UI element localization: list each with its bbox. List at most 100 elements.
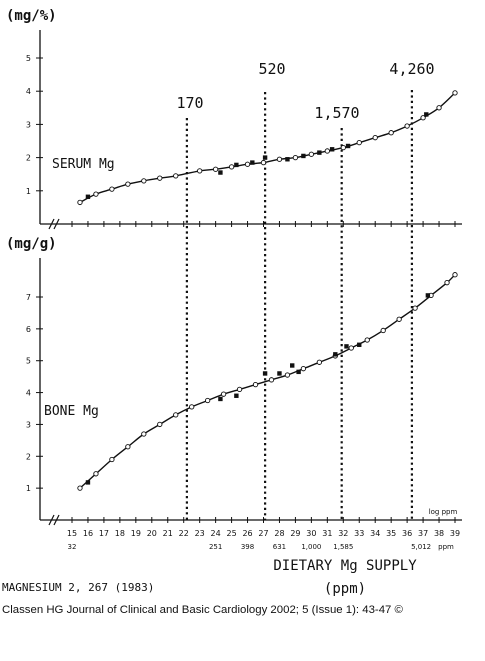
serum-filled-point <box>285 157 290 162</box>
serum-filled-point <box>345 143 351 149</box>
serum-open-point <box>276 156 283 162</box>
bone-filled-point <box>277 371 282 376</box>
serum-filled-point <box>250 160 255 165</box>
x-tick-label: 29 <box>290 529 300 538</box>
bone-open-point <box>268 377 275 383</box>
serum-open-point <box>340 144 346 151</box>
serum-open-point <box>404 123 410 129</box>
serum-open-point <box>228 164 235 170</box>
serum-filled-point <box>317 150 322 155</box>
bone-open-point <box>452 272 458 278</box>
points-layer <box>77 90 458 491</box>
bone-open-point <box>157 421 163 428</box>
bone-open-point <box>348 345 354 351</box>
x-tick-label: 24 <box>211 529 221 538</box>
x-tick-label: 36 <box>402 529 412 538</box>
serum-open-point <box>356 140 362 146</box>
serum-open-point <box>420 115 426 121</box>
serum-filled-point <box>301 153 306 159</box>
axes-layer: 1 2 3 4 5 1 2 3 4 5 6 7 <box>26 30 462 526</box>
ppm-tick-label: 398 <box>241 543 254 551</box>
bone-open-point <box>364 337 370 343</box>
image-credit: Classen HG Journal of Clinical and Basic… <box>2 604 403 616</box>
serum-y-tick-label: 4 <box>26 87 31 96</box>
serum-open-point <box>244 161 251 167</box>
x-tick-label: 38 <box>434 529 444 538</box>
x-tick-label: 17 <box>99 529 109 538</box>
labels-layer: (mg/%)SERUM Mg(mg/g)BONE Mg1705201,5704,… <box>2 8 460 597</box>
reference-label-520: 520 <box>258 60 285 78</box>
x-tick-label: 35 <box>386 529 396 538</box>
serum-open-point <box>292 154 299 161</box>
serum-axis-break-1 <box>53 218 60 230</box>
x-tick-label: 32 <box>338 529 348 538</box>
reference-lines-layer <box>185 90 414 520</box>
bone-open-point <box>412 305 418 311</box>
ppm-tick-label: 631 <box>273 543 286 551</box>
ppm-tick-label: 1,000 <box>301 543 321 551</box>
bone-filled-point <box>262 371 268 376</box>
bone-fit-curve <box>79 274 456 489</box>
bone-y-tick-label: 5 <box>26 357 31 366</box>
serum-y-tick-label: 2 <box>26 154 31 163</box>
x-tick-label: 21 <box>163 529 173 538</box>
x-tick-label: 20 <box>147 529 157 538</box>
bone-y-tick-label: 7 <box>26 293 31 302</box>
bone-open-point <box>109 456 115 463</box>
serum-open-point <box>109 186 115 192</box>
bone-open-point <box>204 397 211 404</box>
bone-filled-point <box>344 344 349 349</box>
x-axis-unit: (ppm) <box>324 581 366 597</box>
bone-filled-point <box>85 480 91 485</box>
bone-y-unit: (mg/g) <box>6 236 57 252</box>
bone-open-point <box>300 366 307 372</box>
bone-filled-point <box>218 396 223 402</box>
bone-y-tick-label: 4 <box>26 389 31 398</box>
x-tick-label: 25 <box>226 529 236 538</box>
x-tick-label: 18 <box>115 529 125 538</box>
bone-open-point <box>236 386 243 393</box>
x-tick-label: 39 <box>450 529 460 538</box>
serum-open-point <box>436 105 442 111</box>
serum-open-point <box>157 175 163 181</box>
serum-open-point <box>197 168 203 174</box>
serum-open-point <box>141 178 147 184</box>
ppm-tick-label: 5,012 <box>411 543 431 551</box>
bone-open-point <box>396 316 402 322</box>
serum-filled-point <box>329 147 335 152</box>
bone-filled-point <box>357 342 362 347</box>
serum-fit-curve <box>79 92 456 204</box>
serum-filled-point <box>234 162 239 168</box>
ppm-tick-label: 251 <box>209 543 222 551</box>
ppm-tick-label: 32 <box>68 543 77 551</box>
serum-y-tick-label: 5 <box>26 54 31 63</box>
serum-open-point <box>452 90 458 96</box>
x-tick-label: 16 <box>83 529 93 538</box>
x-tick-label: 15 <box>67 529 77 538</box>
bone-filled-point <box>296 369 301 375</box>
reference-label-170: 170 <box>176 94 203 112</box>
x-tick-label: 34 <box>370 529 380 538</box>
serum-open-point <box>125 181 131 187</box>
serum-open-point <box>260 159 267 166</box>
bone-series-label: BONE Mg <box>44 404 99 419</box>
x-tick-label: 33 <box>354 529 364 538</box>
bone-open-point <box>141 431 147 437</box>
bone-open-point <box>316 359 323 365</box>
serum-open-point <box>212 166 219 172</box>
reference-label-1570: 1,570 <box>314 104 359 122</box>
bone-filled-point <box>333 352 338 357</box>
bone-open-point <box>444 280 450 286</box>
bone-open-point <box>93 471 99 477</box>
x-tick-label: 22 <box>179 529 189 538</box>
x-tick-label: 19 <box>131 529 141 538</box>
serum-y-tick-label: 1 <box>26 187 31 196</box>
bone-y-tick-label: 6 <box>26 325 31 334</box>
serum-filled-point <box>85 194 91 199</box>
serum-open-point <box>173 173 179 179</box>
serum-axis-break-0 <box>48 218 55 230</box>
serum-open-point <box>308 151 315 157</box>
serum-filled-point <box>424 112 429 117</box>
serum-filled-point <box>262 155 268 160</box>
